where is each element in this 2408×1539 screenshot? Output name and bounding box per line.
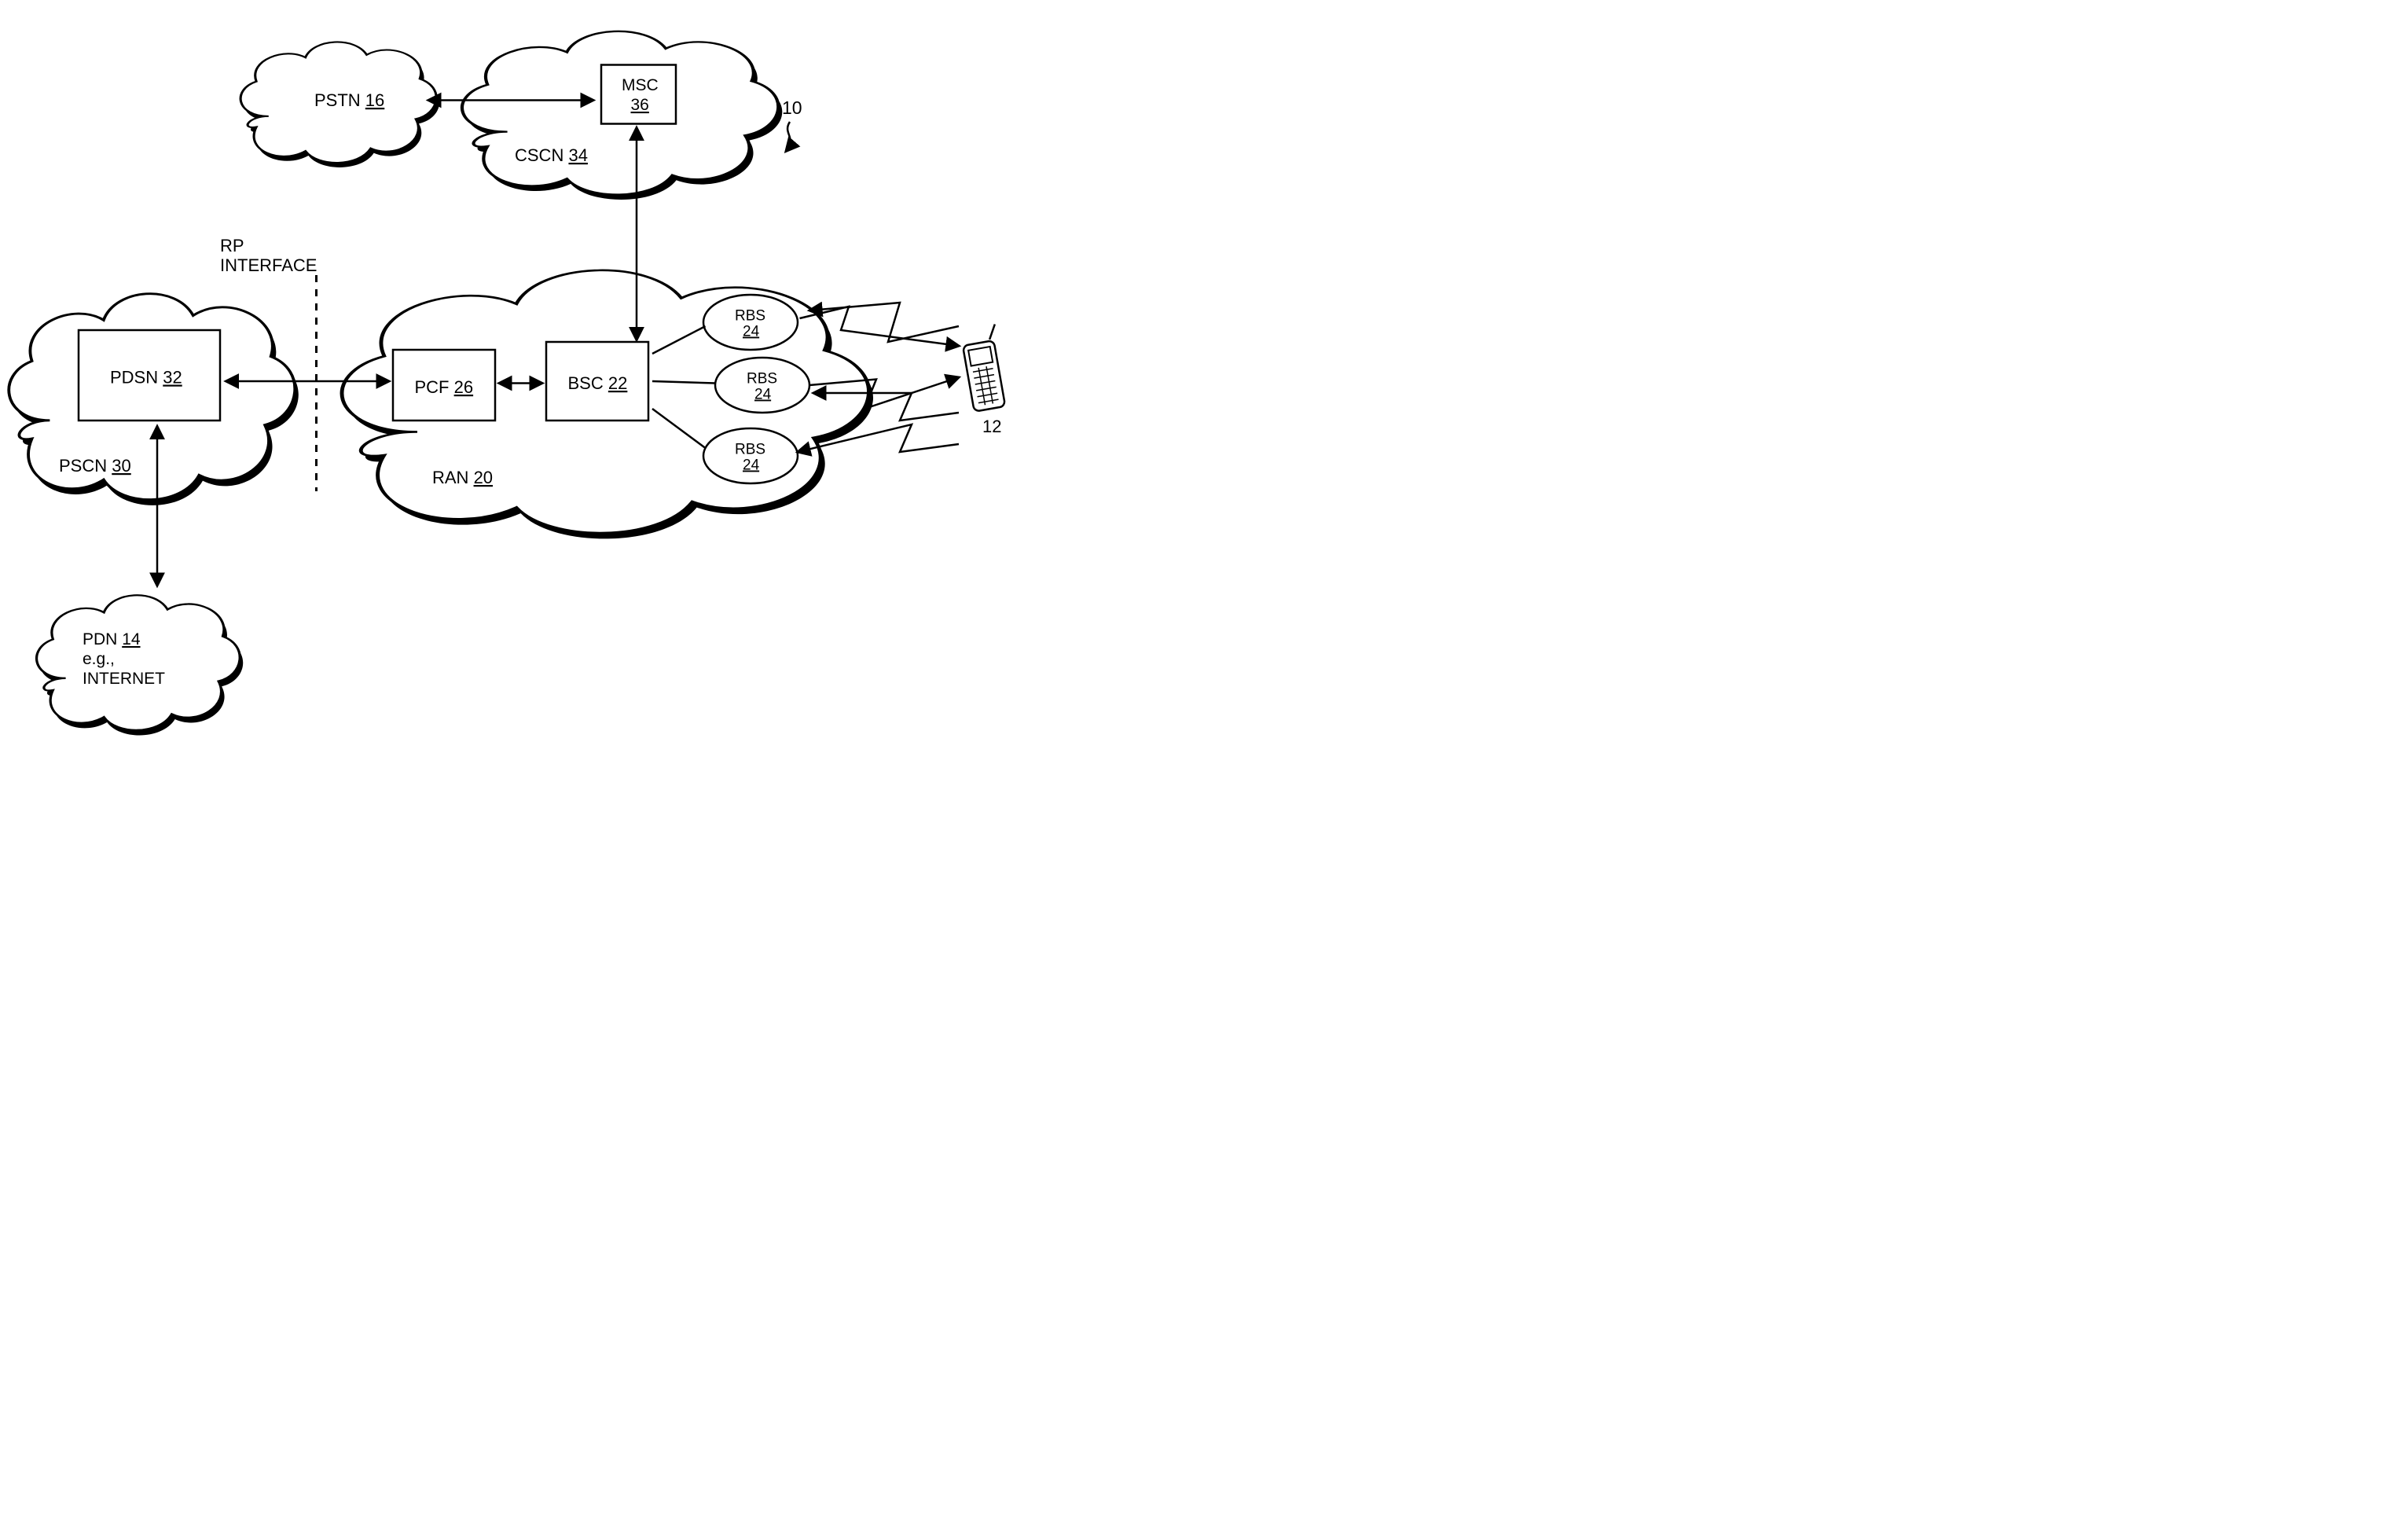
rp-label-2: INTERFACE xyxy=(220,255,317,275)
ran-label: RAN 20 xyxy=(432,468,493,487)
mobile-phone-icon xyxy=(960,324,1010,411)
bsc-label: BSC 22 xyxy=(568,373,628,393)
rp-label-1: RP xyxy=(220,236,244,255)
ran-cloud: RAN 20 PCF 26 BSC 22 RBS 24 RBS 24 RBS 2… xyxy=(342,270,873,539)
pstn-cloud: PSTN 16 xyxy=(240,42,439,167)
pstn-label: PSTN 16 xyxy=(314,90,384,110)
network-diagram: PSTN 16 CSCN 34 MSC 36 PSCN 30 PDSN 32 xyxy=(0,0,1204,770)
pcf-label: PCF 26 xyxy=(415,377,474,397)
msc-box xyxy=(601,65,676,124)
pscn-cloud: PSCN 30 PDSN 32 xyxy=(9,294,299,505)
ref-10-arrow xyxy=(786,122,791,152)
mobile-ref: 12 xyxy=(982,417,1001,436)
pdsn-label: PDSN 32 xyxy=(110,368,182,388)
pdn-cloud: PDN 14 e.g., INTERNET xyxy=(37,595,244,735)
pdn-label-3: INTERNET xyxy=(83,670,165,688)
svg-text:RBS: RBS xyxy=(735,442,765,458)
pscn-label: PSCN 30 xyxy=(59,456,131,476)
svg-text:RBS: RBS xyxy=(735,308,765,325)
svg-text:24: 24 xyxy=(754,387,772,403)
msc-ref: 36 xyxy=(631,96,649,114)
cscn-label: CSCN 34 xyxy=(515,145,588,165)
ref-10-label: 10 xyxy=(782,97,802,118)
pdn-label-2: e.g., xyxy=(83,650,115,668)
msc-label: MSC xyxy=(622,76,659,94)
svg-text:24: 24 xyxy=(743,324,760,340)
svg-text:24: 24 xyxy=(743,457,760,474)
cscn-cloud: CSCN 34 MSC 36 xyxy=(462,31,782,200)
rbs-3: RBS 24 xyxy=(703,428,798,483)
rbs-2: RBS 24 xyxy=(715,358,809,413)
svg-text:RBS: RBS xyxy=(747,371,777,388)
rbs-1: RBS 24 xyxy=(703,295,798,350)
pdn-label-1: PDN 14 xyxy=(83,630,141,648)
